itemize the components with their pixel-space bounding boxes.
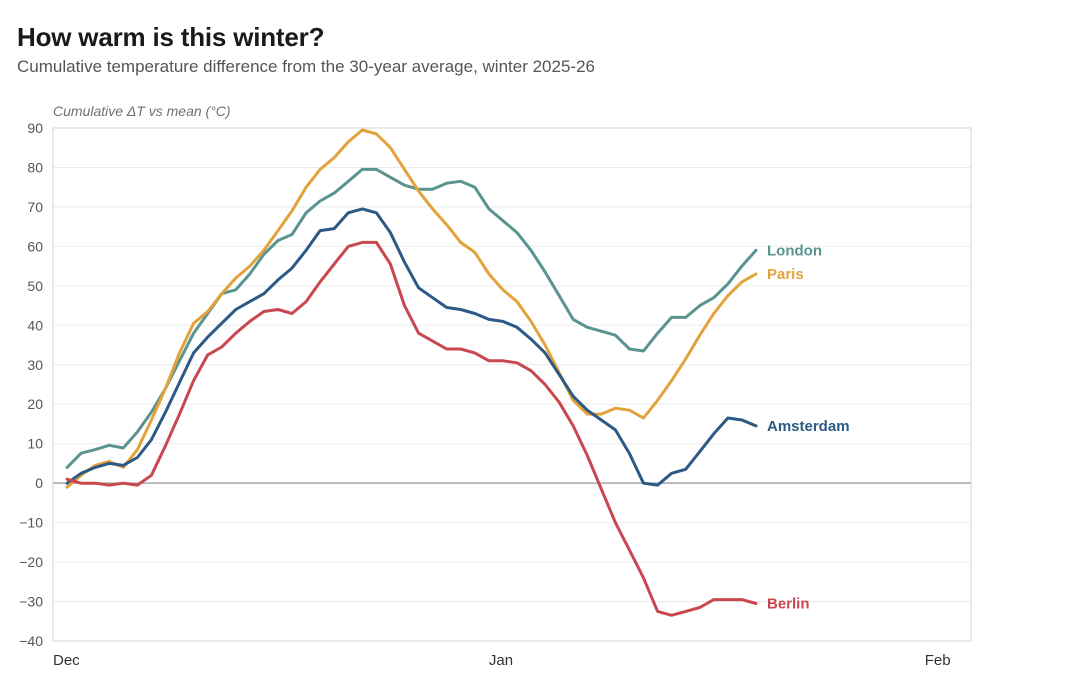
chart-title: How warm is this winter? xyxy=(17,22,325,52)
y-tick-label: 60 xyxy=(27,238,43,254)
chart-subtitle: Cumulative temperature difference from t… xyxy=(17,57,595,76)
y-axis-ticks: 90 80 70 60 50 40 30 20 10 0 −10 −20 −30 −40 xyxy=(19,120,43,649)
x-axis-ticks: Dec Jan Feb xyxy=(53,652,951,669)
y-tick-label: −30 xyxy=(19,594,43,610)
series-labels: London Paris Amsterdam Berlin xyxy=(767,242,850,612)
y-tick-label: 90 xyxy=(27,120,43,136)
series-label-london: London xyxy=(767,242,822,259)
y-tick-label: 10 xyxy=(27,436,43,452)
series-line-amsterdam xyxy=(65,207,758,487)
plot-frame xyxy=(52,127,972,642)
series-lines xyxy=(65,128,758,617)
y-tick-label: −40 xyxy=(19,633,43,649)
series-label-amsterdam: Amsterdam xyxy=(767,418,850,435)
y-tick-label: 70 xyxy=(27,199,43,215)
series-label-berlin: Berlin xyxy=(767,596,810,613)
y-axis-title: Cumulative ΔT vs mean (°C) xyxy=(53,103,231,119)
y-tick-label: 80 xyxy=(27,159,43,175)
series-label-paris: Paris xyxy=(767,266,804,283)
y-tick-label: 20 xyxy=(27,396,43,412)
x-tick-label-feb: Feb xyxy=(925,652,951,669)
x-tick-label-dec: Dec xyxy=(53,652,80,669)
series-line-london xyxy=(65,167,758,469)
y-tick-label: −10 xyxy=(19,515,43,531)
y-tick-label: −20 xyxy=(19,554,43,570)
gridlines xyxy=(52,127,972,642)
series-line-paris xyxy=(65,128,758,489)
y-tick-label: 0 xyxy=(35,475,43,491)
y-tick-label: 50 xyxy=(27,278,43,294)
x-tick-label-jan: Jan xyxy=(489,652,513,669)
y-tick-label: 30 xyxy=(27,357,43,373)
series-line-berlin xyxy=(65,240,758,617)
y-tick-label: 40 xyxy=(27,317,43,333)
